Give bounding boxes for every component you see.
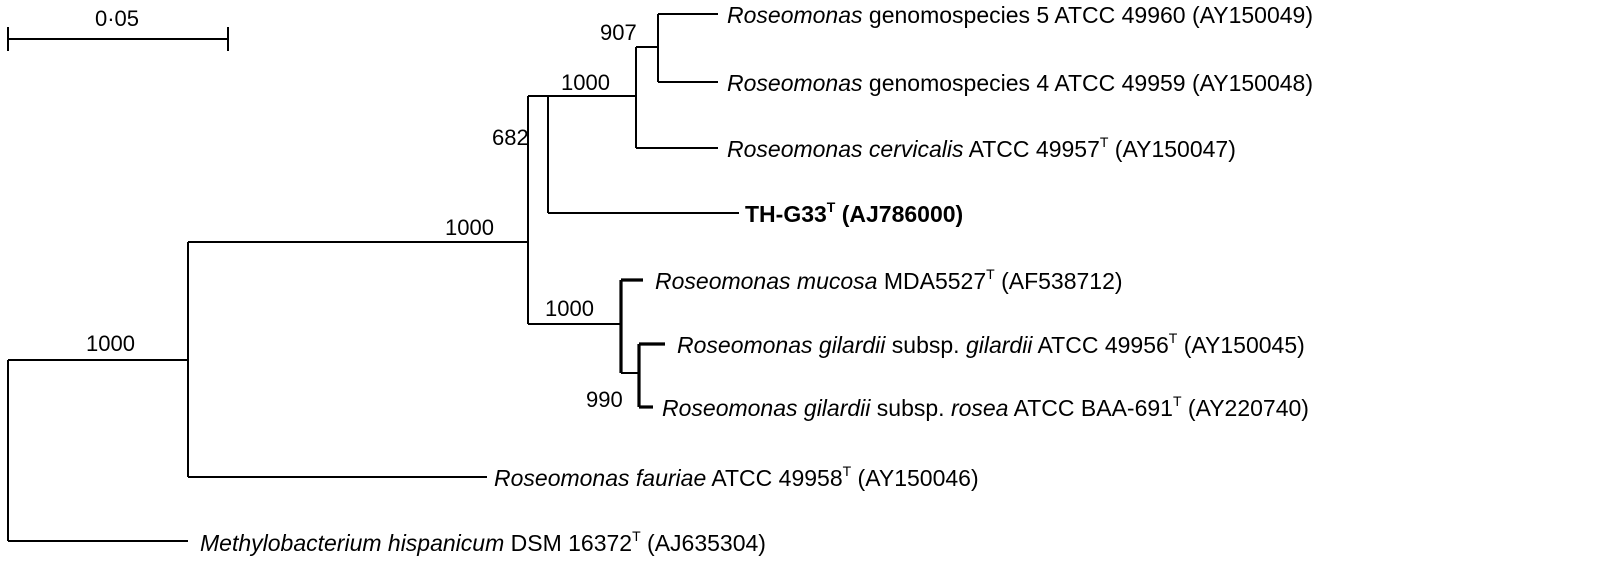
bootstrap-990: 990 (586, 387, 623, 412)
scale-bar: 0·05 (7, 6, 229, 51)
taxon-cervicalis: Roseomonas cervicalis ATCC 49957T (AY150… (727, 134, 1236, 162)
bootstrap-values: 907 1000 682 1000 1000 990 1000 (86, 20, 637, 412)
taxa-labels: Roseomonas genomospecies 5 ATCC 49960 (A… (200, 2, 1313, 556)
taxon-mucosa: Roseomonas mucosa MDA5527T (AF538712) (655, 266, 1123, 294)
taxon-gilardii-rosea: Roseomonas gilardii subsp. rosea ATCC BA… (662, 393, 1309, 421)
taxon-genomospecies-4: Roseomonas genomospecies 4 ATCC 49959 (A… (727, 70, 1313, 96)
bootstrap-1000-root: 1000 (86, 331, 135, 356)
taxon-th-g33: TH-G33T (AJ786000) (745, 199, 963, 227)
taxon-fauriae: Roseomonas fauriae ATCC 49958T (AY150046… (494, 463, 979, 491)
taxon-methylobacterium: Methylobacterium hispanicum DSM 16372T (… (200, 528, 766, 556)
bootstrap-682: 682 (492, 125, 529, 150)
bootstrap-1000-mucosa: 1000 (545, 296, 594, 321)
tree-branches (7, 13, 739, 542)
scale-bar-label: 0·05 (95, 6, 139, 31)
bootstrap-907: 907 (600, 20, 637, 45)
taxon-genomospecies-5: Roseomonas genomospecies 5 ATCC 49960 (A… (727, 2, 1313, 28)
bootstrap-1000-main: 1000 (445, 215, 494, 240)
taxon-gilardii-gilardii: Roseomonas gilardii subsp. gilardii ATCC… (677, 330, 1305, 358)
bootstrap-1000-cervicalis: 1000 (561, 70, 610, 95)
